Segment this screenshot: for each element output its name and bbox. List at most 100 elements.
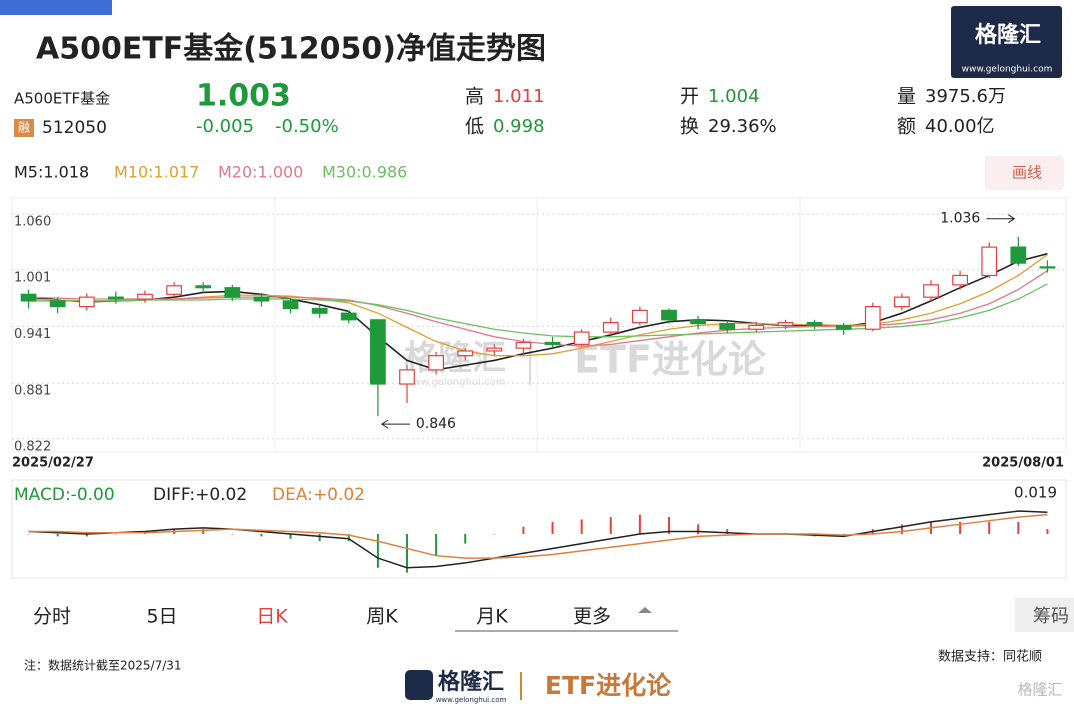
fund-code: 512050	[42, 118, 107, 138]
x-tick-label: 2025/02/27	[12, 456, 94, 471]
draw-button[interactable]	[985, 156, 1064, 190]
candle-body	[49, 300, 66, 308]
tab[interactable]: 分时	[33, 606, 71, 628]
price: 1.003	[196, 79, 291, 114]
candle-body	[894, 296, 910, 308]
candle-body	[20, 293, 37, 302]
watermark-brand: 格隆汇	[404, 339, 506, 379]
fund-name: A500ETF基金	[14, 90, 110, 108]
candle-body	[661, 309, 677, 321]
candle-body	[690, 319, 706, 325]
ma-line	[28, 252, 1048, 371]
y-tick-label: 1.001	[14, 270, 51, 285]
candle-body	[253, 296, 270, 302]
candle-body	[137, 293, 153, 300]
candle-body	[428, 355, 444, 371]
change: -0.005	[196, 116, 254, 137]
legend-entry: M20:1.000	[218, 163, 303, 182]
candle-body	[632, 309, 648, 324]
tab[interactable]: 更多	[573, 606, 611, 628]
stat-value: 1.011	[493, 86, 545, 107]
candle-body	[1039, 266, 1056, 269]
stat-value: 0.998	[493, 116, 545, 137]
logo: 格隆汇	[975, 22, 1041, 48]
legend-entry: M30:0.986	[322, 163, 407, 182]
macd-line	[28, 510, 1048, 569]
candle-body	[166, 285, 182, 295]
macd-line	[28, 513, 1048, 559]
stat-value: 3975.6万	[925, 86, 1006, 107]
logo-box	[951, 6, 1062, 78]
legend-entry: M5:1.018	[14, 163, 89, 182]
stat-value: 1.004	[708, 86, 760, 107]
y-tick-label: 0.941	[14, 327, 51, 342]
candle-body	[864, 305, 881, 330]
badge: 融	[18, 121, 30, 135]
stat-label: 低	[465, 116, 484, 138]
tab[interactable]: 月K	[476, 606, 508, 628]
price-panel	[11, 197, 1067, 453]
x-tick-label: 2025/08/01	[982, 456, 1064, 471]
candle-body	[486, 347, 503, 352]
stat-label: 开	[680, 86, 699, 108]
footer-brand: 格隆汇	[438, 669, 504, 695]
macd-legend: MACD:-0.00	[14, 485, 115, 505]
change-pct: -0.50%	[275, 116, 339, 137]
macd-max-label: 0.019	[1014, 484, 1057, 502]
candle-body	[108, 296, 124, 300]
candle-body	[602, 322, 619, 333]
candle-body	[224, 287, 241, 298]
candle-body	[195, 285, 212, 289]
max-arrow	[986, 214, 1016, 224]
footer-brand-url: www.gelonghui.com	[436, 696, 507, 704]
candle-body	[981, 246, 998, 277]
stat-label: 换	[680, 116, 699, 138]
candle-body	[923, 284, 939, 298]
stat-value: 40.00亿	[925, 116, 995, 137]
candle-body	[1010, 246, 1027, 264]
candle-body	[340, 312, 357, 321]
candle-body	[573, 331, 590, 345]
candle-body	[515, 341, 532, 349]
watermark-url: www.gelonghui.com	[405, 377, 506, 388]
draw-button-label[interactable]: 画线	[1012, 164, 1042, 182]
macd-legend: DIFF:+0.02	[153, 485, 247, 505]
footer-column: ETF进化论	[545, 671, 672, 700]
brand-icon	[405, 670, 433, 700]
title: A500ETF基金(512050)净值走势图	[36, 32, 546, 67]
candle-body	[777, 322, 794, 327]
candle-body	[544, 341, 561, 345]
min-arrow	[380, 419, 410, 429]
y-tick-label: 1.060	[14, 215, 51, 230]
y-tick-label: 0.881	[14, 384, 51, 399]
stat-label: 额	[897, 116, 916, 138]
candle-body	[311, 307, 328, 314]
watermark-column: ETF进化论	[574, 338, 767, 382]
candle-body	[282, 300, 299, 310]
candle-body	[78, 296, 95, 308]
watermark: 格隆汇 www.gelonghui.com ETF进化论	[404, 338, 767, 389]
candle-body	[835, 324, 852, 330]
candle-body	[399, 369, 415, 385]
badge-box	[14, 119, 34, 137]
top-tab	[0, 0, 112, 15]
legend-entry: M10:1.017	[114, 163, 199, 182]
footer-source: 数据支持：同花顺	[938, 649, 1042, 665]
footer-note: 注：数据统计截至2025/7/31	[24, 658, 182, 673]
y-tick-label: 0.822	[14, 439, 51, 454]
candle-body	[370, 319, 386, 385]
logo-url: www.gelonghui.com	[962, 65, 1053, 75]
side-tab[interactable]: 筹码	[1033, 606, 1069, 627]
tab[interactable]: 5日	[146, 606, 177, 628]
macd-panel	[11, 479, 1067, 579]
tab[interactable]: 周K	[366, 606, 398, 628]
side-tab-box[interactable]	[1015, 598, 1074, 632]
min-label: 0.846	[416, 416, 456, 432]
max-label: 1.036	[940, 211, 980, 227]
stat-label: 高	[465, 86, 484, 108]
more-arrow[interactable]	[638, 607, 652, 613]
corner-watermark: 格隆汇	[1017, 681, 1062, 699]
stat-label: 量	[897, 86, 916, 108]
tab[interactable]: 日K	[256, 606, 288, 628]
